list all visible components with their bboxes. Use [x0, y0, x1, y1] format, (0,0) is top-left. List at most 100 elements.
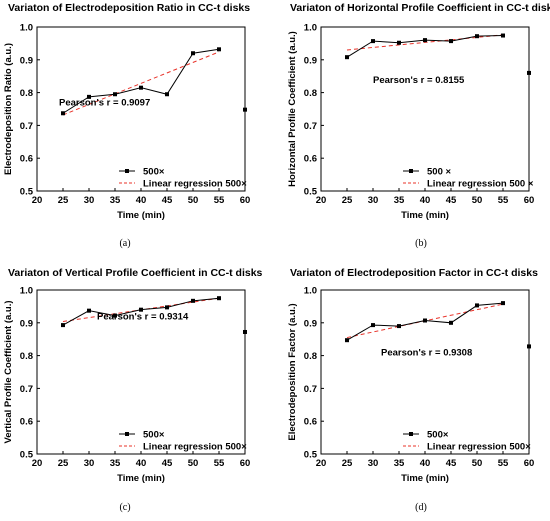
y-tick-label: 0.9	[304, 55, 317, 66]
y-tick-label: 1.0	[20, 286, 33, 297]
x-tick-label: 50	[472, 458, 483, 469]
legend-label-regression: Linear regression 500×	[427, 442, 531, 453]
data-point	[191, 51, 195, 56]
legend-marker	[409, 432, 413, 436]
x-tick-label: 35	[110, 195, 121, 206]
legend-label-series: 500×	[143, 167, 165, 178]
plot-frame	[320, 289, 530, 455]
y-tick-label: 0.5	[20, 187, 34, 198]
y-tick-label: 0.6	[304, 154, 317, 165]
data-point	[345, 338, 349, 343]
x-tick-label: 20	[32, 195, 43, 206]
x-tick-label: 50	[188, 195, 199, 206]
legend-label-series: 500×	[143, 430, 165, 441]
x-tick-label: 60	[524, 458, 535, 469]
chart-title: Variaton of Vertical Profile Coefficient…	[8, 267, 263, 279]
panel-caption: (c)	[119, 502, 130, 513]
x-tick-label: 30	[368, 458, 379, 469]
pearson-annotation: Pearson's r = 0.9097	[59, 98, 150, 109]
data-point	[61, 111, 65, 116]
chart-panel-1: Variaton of Electrodeposition Ratio in C…	[3, 2, 250, 249]
chart-panel-3: Variaton of Vertical Profile Coefficient…	[3, 267, 263, 513]
data-point	[139, 85, 143, 90]
y-tick-label: 0.8	[304, 88, 317, 99]
y-tick-label: 0.7	[20, 121, 33, 132]
data-point	[345, 55, 349, 60]
x-tick-label: 25	[58, 458, 69, 469]
x-tick-label: 50	[472, 195, 483, 206]
chart-title: Variaton of Electrodeposition Factor in …	[290, 267, 538, 279]
data-point	[423, 38, 427, 43]
data-point	[113, 313, 117, 318]
y-tick-label: 0.6	[20, 417, 33, 428]
x-tick-label: 25	[342, 195, 353, 206]
y-tick-label: 0.6	[304, 417, 317, 428]
y-tick-label: 0.7	[304, 121, 317, 132]
x-axis-label: Time (min)	[117, 210, 165, 221]
x-tick-label: 60	[240, 458, 251, 469]
x-tick-label: 50	[188, 458, 199, 469]
x-tick-label: 35	[394, 458, 405, 469]
x-tick-label: 55	[498, 458, 509, 469]
legend-marker	[125, 169, 129, 173]
data-point	[449, 320, 453, 325]
data-point	[475, 34, 479, 39]
y-tick-label: 1.0	[304, 23, 317, 34]
pearson-annotation: Pearson's r = 0.8155	[373, 75, 465, 86]
x-tick-label: 55	[214, 458, 225, 469]
data-point	[397, 324, 401, 329]
x-tick-label: 25	[342, 458, 353, 469]
x-tick-label: 20	[316, 195, 327, 206]
y-tick-label: 0.5	[304, 187, 318, 198]
pearson-annotation: Pearson's r = 0.9314	[97, 312, 189, 323]
data-point	[87, 94, 91, 99]
x-tick-label: 60	[524, 195, 535, 206]
data-point	[217, 296, 221, 301]
outlier-point	[243, 107, 247, 112]
outlier-point	[527, 344, 531, 349]
x-tick-label: 35	[110, 458, 121, 469]
legend: 500×Linear regression 500×	[119, 430, 247, 453]
chart-panel-2: Variaton of Horizontal Profile Coefficie…	[287, 2, 550, 249]
x-tick-label: 20	[32, 458, 43, 469]
x-tick-label: 45	[162, 195, 173, 206]
legend-marker	[409, 169, 413, 173]
legend-marker	[125, 432, 129, 436]
data-point	[449, 39, 453, 44]
regression-line	[346, 34, 504, 51]
x-tick-label: 40	[420, 195, 431, 206]
regression-line	[62, 51, 220, 116]
x-axis-label: Time (min)	[401, 210, 449, 221]
legend: 500×Linear regression 500×	[403, 430, 531, 453]
y-tick-label: 0.5	[304, 450, 318, 461]
plot-frame	[320, 26, 530, 192]
chart-panel-4: Variaton of Electrodeposition Factor in …	[287, 267, 538, 513]
legend-label-regression: Linear regression 500 ×	[427, 179, 534, 190]
x-tick-label: 35	[394, 195, 405, 206]
chart-title: Variaton of Horizontal Profile Coefficie…	[290, 2, 550, 14]
data-point	[475, 303, 479, 308]
x-tick-label: 20	[316, 458, 327, 469]
x-tick-label: 55	[214, 195, 225, 206]
pearson-annotation: Pearson's r = 0.9308	[381, 348, 472, 359]
y-tick-label: 1.0	[20, 23, 33, 34]
x-tick-label: 55	[498, 195, 509, 206]
outlier-point	[527, 70, 531, 75]
y-tick-label: 0.6	[20, 154, 33, 165]
y-tick-label: 0.7	[304, 384, 317, 395]
data-point	[217, 47, 221, 52]
x-tick-label: 45	[446, 458, 457, 469]
data-point	[371, 323, 375, 328]
y-tick-label: 0.8	[20, 88, 33, 99]
x-tick-label: 30	[84, 458, 95, 469]
data-point	[61, 323, 65, 328]
data-point	[397, 40, 401, 45]
data-point	[165, 305, 169, 310]
data-point	[165, 92, 169, 97]
data-point	[501, 33, 505, 38]
panel-caption: (d)	[415, 502, 427, 513]
legend: 500×Linear regression 500×	[119, 167, 247, 190]
x-tick-label: 40	[420, 458, 431, 469]
